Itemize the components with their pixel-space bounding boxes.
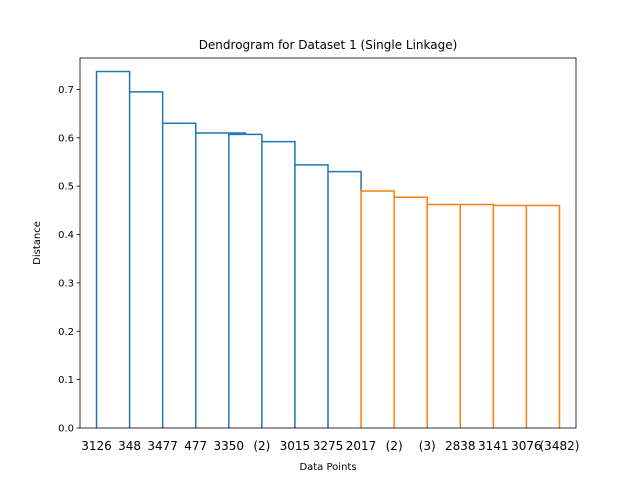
leaf-label-13: 3076: [511, 439, 542, 453]
leaf-label-5: (2): [253, 439, 270, 453]
plot-frame: [79, 57, 577, 429]
y-tick-label-5: 0.5: [58, 182, 74, 193]
dendrogram-link-11: [426, 203, 461, 428]
leaf-label-12: 3141: [478, 439, 509, 453]
leaf-label-0: 3126: [81, 439, 112, 453]
y-tick-label-7: 0.7: [58, 85, 74, 96]
dendrogram-link-14: [525, 204, 561, 428]
dendrogram-link-5: [228, 133, 263, 428]
x-axis: 3126 348 3477 477 3350 (2) 3015 3275 2017 (2) (3) 2…: [81, 439, 579, 453]
leaf-label-2: 3477: [147, 439, 178, 453]
dendrogram-links: [95, 70, 561, 428]
dendrogram-link-6: [261, 140, 296, 428]
x-axis-label: Data Points: [299, 462, 356, 473]
dendrogram-link-2: [128, 91, 164, 428]
leaf-label-4: 3350: [214, 439, 245, 453]
y-axis: 0.0 0.1 0.2 0.3 0.4 0.5 0.6 0.7: [58, 85, 80, 435]
leaf-label-10: (3): [419, 439, 436, 453]
leaf-label-3: 477: [184, 439, 207, 453]
dendrogram-link-7: [294, 164, 329, 428]
leaf-label-6: 3015: [280, 439, 311, 453]
leaf-label-1: 348: [118, 439, 141, 453]
y-tick-label-6: 0.6: [58, 133, 74, 144]
dendrogram-link-8: [327, 170, 362, 428]
leaf-label-11: 2838: [445, 439, 476, 453]
dendrogram-link-3: [161, 122, 197, 428]
dendrogram-link-9: [360, 190, 395, 428]
y-tick-label-3: 0.3: [58, 278, 74, 289]
dendrogram-link-1: [95, 70, 131, 428]
y-tick-label-1: 0.1: [58, 375, 74, 386]
dendrogram-link-10: [393, 196, 428, 428]
y-tick-label-0: 0.0: [58, 424, 74, 435]
leaf-label-7: 3275: [313, 439, 344, 453]
leaf-label-9: (2): [386, 439, 403, 453]
leaf-label-8: 2017: [346, 439, 377, 453]
leaf-label-14: (3482): [540, 439, 580, 453]
y-axis-label: Distance: [32, 221, 43, 265]
dendrogram-link-13: [492, 204, 527, 428]
y-tick-label-2: 0.2: [58, 327, 74, 338]
chart-title: Dendrogram for Dataset 1 (Single Linkage…: [199, 38, 458, 52]
y-tick-label-4: 0.4: [58, 230, 74, 241]
